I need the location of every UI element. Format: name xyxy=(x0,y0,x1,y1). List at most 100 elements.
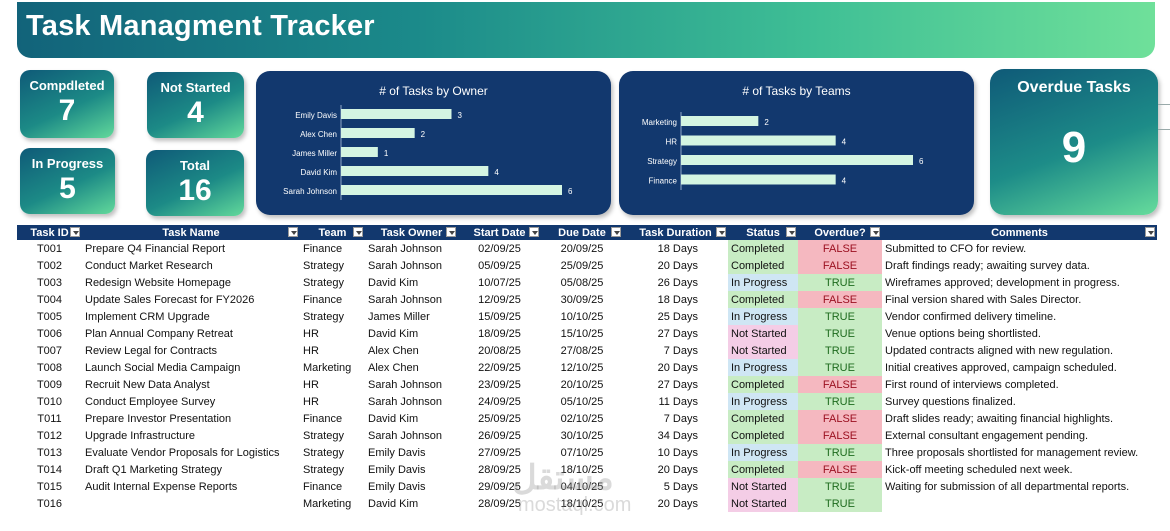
status-cell[interactable]: Completed xyxy=(728,461,798,478)
start-date-cell[interactable]: 15/09/25 xyxy=(478,310,521,323)
overdue-cell[interactable]: TRUE xyxy=(798,444,882,461)
task-id-cell[interactable]: T005 xyxy=(36,310,63,323)
overdue-cell[interactable]: TRUE xyxy=(798,495,882,512)
due-date-cell[interactable]: 18/10/25 xyxy=(560,497,604,510)
task-name-cell[interactable]: Plan Annual Company Retreat xyxy=(85,327,233,340)
comments-cell[interactable]: Initial creatives approved, campaign sch… xyxy=(885,361,1117,374)
start-date-cell[interactable]: 22/09/25 xyxy=(478,361,521,374)
start-date-cell[interactable]: 20/08/25 xyxy=(478,344,521,357)
task-name-cell[interactable]: Evaluate Vendor Proposals for Logistics xyxy=(85,446,280,459)
status-cell[interactable]: Completed xyxy=(728,291,798,308)
status-cell[interactable]: Completed xyxy=(728,410,798,427)
start-date-cell[interactable]: 29/09/25 xyxy=(478,480,521,493)
start-date-cell[interactable]: 02/09/25 xyxy=(478,242,521,255)
task-name-cell[interactable]: Audit Internal Expense Reports xyxy=(85,480,238,493)
due-date-cell[interactable]: 30/09/25 xyxy=(560,293,604,306)
due-date-cell[interactable]: 27/08/25 xyxy=(560,344,604,357)
due-date-cell[interactable]: 30/10/25 xyxy=(560,429,604,442)
team-cell[interactable]: Finance xyxy=(303,480,343,493)
task-name-cell[interactable]: Implement CRM Upgrade xyxy=(85,310,210,323)
duration-cell[interactable]: 20 Days xyxy=(657,497,698,510)
due-date-cell[interactable]: 15/10/25 xyxy=(560,327,604,340)
status-cell[interactable]: In Progress xyxy=(728,274,798,291)
task-id-cell[interactable]: T008 xyxy=(36,361,63,374)
task-owner-cell[interactable]: Sarah Johnson xyxy=(368,293,442,306)
task-owner-cell[interactable]: Sarah Johnson xyxy=(368,395,442,408)
start-date-cell[interactable]: 18/09/25 xyxy=(478,327,521,340)
task-owner-cell[interactable]: James Miller xyxy=(368,310,430,323)
overdue-cell[interactable]: TRUE xyxy=(798,393,882,410)
filter-dropdown-button[interactable] xyxy=(288,227,298,237)
comments-cell[interactable]: Kick-off meeting scheduled next week. xyxy=(885,463,1073,476)
filter-dropdown-button[interactable] xyxy=(1145,227,1155,237)
overdue-cell[interactable]: FALSE xyxy=(798,376,882,393)
comments-cell[interactable]: Waiting for submission of all department… xyxy=(885,480,1130,493)
team-cell[interactable]: Marketing xyxy=(303,497,352,510)
filter-dropdown-button[interactable] xyxy=(870,227,880,237)
task-name-cell[interactable]: Redesign Website Homepage xyxy=(85,276,231,289)
start-date-cell[interactable]: 23/09/25 xyxy=(478,378,521,391)
start-date-cell[interactable]: 05/09/25 xyxy=(478,259,521,272)
duration-cell[interactable]: 27 Days xyxy=(657,378,698,391)
overdue-cell[interactable]: TRUE xyxy=(798,342,882,359)
team-cell[interactable]: Marketing xyxy=(303,361,352,374)
team-cell[interactable]: Strategy xyxy=(303,429,344,442)
overdue-cell[interactable]: TRUE xyxy=(798,308,882,325)
team-cell[interactable]: HR xyxy=(303,344,319,357)
comments-cell[interactable]: Updated contracts aligned with new regul… xyxy=(885,344,1114,357)
task-owner-cell[interactable]: David Kim xyxy=(368,412,419,425)
due-date-cell[interactable]: 20/09/25 xyxy=(560,242,604,255)
task-owner-cell[interactable]: Sarah Johnson xyxy=(368,429,442,442)
task-owner-cell[interactable]: David Kim xyxy=(368,497,419,510)
filter-dropdown-button[interactable] xyxy=(716,227,726,237)
due-date-cell[interactable]: 12/10/25 xyxy=(560,361,604,374)
comments-cell[interactable]: Submitted to CFO for review. xyxy=(885,242,1027,255)
due-date-cell[interactable]: 18/10/25 xyxy=(560,463,604,476)
task-name-cell[interactable]: Prepare Investor Presentation xyxy=(85,412,232,425)
start-date-cell[interactable]: 27/09/25 xyxy=(478,446,521,459)
team-cell[interactable]: Strategy xyxy=(303,276,344,289)
status-cell[interactable]: Not Started xyxy=(728,342,798,359)
due-date-cell[interactable]: 04/10/25 xyxy=(560,480,604,493)
due-date-cell[interactable]: 05/10/25 xyxy=(560,395,604,408)
due-date-cell[interactable]: 02/10/25 xyxy=(560,412,604,425)
comments-cell[interactable]: Draft findings ready; awaiting survey da… xyxy=(885,259,1090,272)
task-owner-cell[interactable]: Emily Davis xyxy=(368,480,426,493)
duration-cell[interactable]: 34 Days xyxy=(657,429,698,442)
filter-dropdown-button[interactable] xyxy=(70,227,80,237)
task-owner-cell[interactable]: Sarah Johnson xyxy=(368,259,442,272)
team-cell[interactable]: HR xyxy=(303,327,319,340)
task-id-cell[interactable]: T011 xyxy=(37,412,62,425)
team-cell[interactable]: Strategy xyxy=(303,310,344,323)
comments-cell[interactable]: Three proposals shortlisted for manageme… xyxy=(885,446,1139,459)
overdue-cell[interactable]: FALSE xyxy=(798,257,882,274)
due-date-cell[interactable]: 07/10/25 xyxy=(560,446,604,459)
task-name-cell[interactable] xyxy=(82,495,300,512)
task-id-cell[interactable]: T007 xyxy=(36,344,63,357)
task-id-cell[interactable]: T013 xyxy=(36,446,63,459)
task-id-cell[interactable]: T003 xyxy=(36,276,63,289)
start-date-cell[interactable]: 28/09/25 xyxy=(478,497,521,510)
status-cell[interactable]: In Progress xyxy=(728,359,798,376)
due-date-cell[interactable]: 20/10/25 xyxy=(560,378,604,391)
task-owner-cell[interactable]: Emily Davis xyxy=(368,463,426,476)
start-date-cell[interactable]: 10/07/25 xyxy=(478,276,521,289)
team-cell[interactable]: Finance xyxy=(303,412,343,425)
task-id-cell[interactable]: T006 xyxy=(36,327,63,340)
status-cell[interactable]: Completed xyxy=(728,240,798,257)
task-id-cell[interactable]: T002 xyxy=(36,259,63,272)
status-cell[interactable]: In Progress xyxy=(728,393,798,410)
duration-cell[interactable]: 27 Days xyxy=(657,327,698,340)
overdue-cell[interactable]: FALSE xyxy=(798,291,882,308)
overdue-cell[interactable]: FALSE xyxy=(798,240,882,257)
team-cell[interactable]: Finance xyxy=(303,242,343,255)
duration-cell[interactable]: 18 Days xyxy=(657,242,698,255)
due-date-cell[interactable]: 05/08/25 xyxy=(560,276,604,289)
status-cell[interactable]: Not Started xyxy=(728,478,798,495)
overdue-cell[interactable]: TRUE xyxy=(798,274,882,291)
filter-dropdown-button[interactable] xyxy=(353,227,363,237)
task-owner-cell[interactable]: Alex Chen xyxy=(368,361,419,374)
task-id-cell[interactable]: T012 xyxy=(36,429,63,442)
task-id-cell[interactable]: T016 xyxy=(36,497,63,510)
task-id-cell[interactable]: T004 xyxy=(36,293,63,306)
